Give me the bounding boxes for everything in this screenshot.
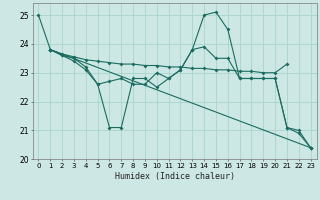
X-axis label: Humidex (Indice chaleur): Humidex (Indice chaleur) xyxy=(115,172,235,181)
